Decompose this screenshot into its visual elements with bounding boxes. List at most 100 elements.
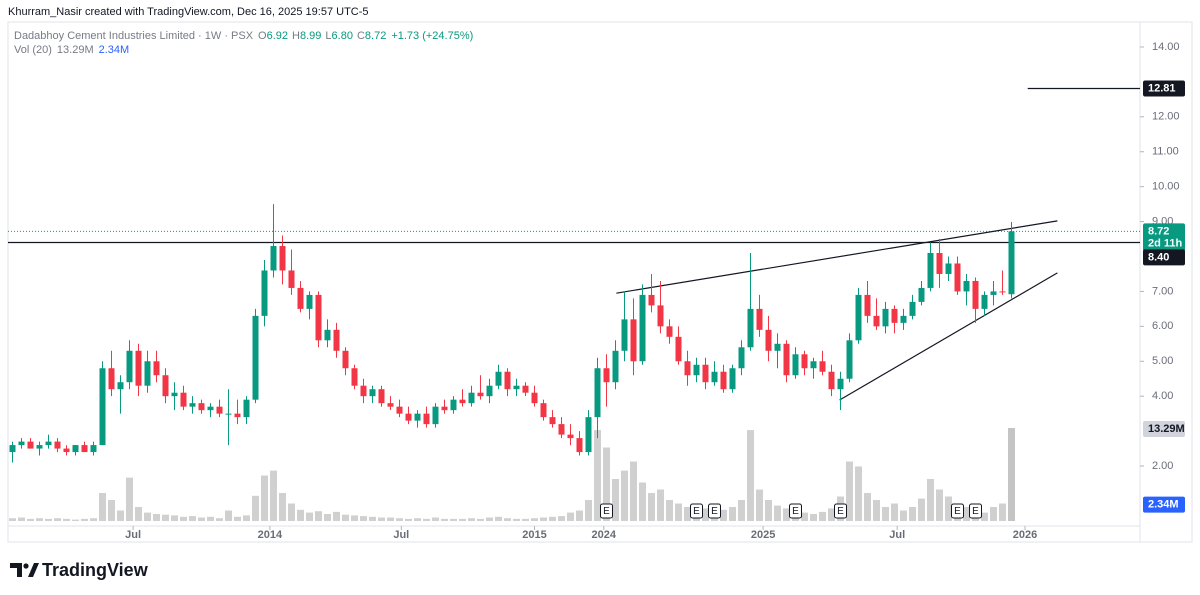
level-tag-label: 12.81 [1148, 82, 1176, 94]
volume-tag [1143, 421, 1185, 437]
volume-bar [558, 516, 565, 521]
volume-bar [279, 493, 286, 521]
volume-bar [747, 430, 754, 521]
volume-bar [171, 515, 178, 521]
logo-icon [10, 563, 22, 577]
earnings-marker [690, 503, 703, 519]
y-tick-label: 2.00 [1152, 460, 1173, 472]
candle-body [981, 294, 988, 309]
candle-body [612, 350, 619, 383]
volume-bar [405, 518, 412, 521]
volume-bar [963, 507, 970, 521]
volume-bar [63, 518, 70, 521]
x-tick-label: Jul [125, 529, 141, 541]
candle-body [198, 403, 205, 411]
candle-body [306, 294, 313, 309]
candle-body [342, 350, 349, 369]
candle-body [171, 392, 178, 397]
candle-body [558, 424, 565, 435]
candle-body [828, 371, 835, 390]
legend-value: 8.72 [365, 30, 386, 42]
volume-bar [225, 510, 232, 521]
y-tick-label: 14.00 [1152, 41, 1180, 53]
candle-body [702, 364, 709, 383]
volume-bar [783, 508, 790, 521]
candle-body [945, 263, 952, 274]
trendline [616, 220, 1058, 294]
x-tick-label: 2026 [1013, 529, 1037, 541]
logo: TradingView [10, 560, 149, 580]
chart-frame [7, 21, 1193, 543]
x-tick-label: Jul [889, 529, 905, 541]
earnings-marker [834, 503, 847, 519]
candle-body [801, 354, 808, 369]
volume-bar [324, 514, 331, 521]
volume-bar [576, 510, 583, 521]
candle-body [153, 361, 160, 376]
candle-body [387, 403, 394, 407]
candle-body [639, 294, 646, 362]
level-tag [1143, 80, 1185, 97]
volume-bar [261, 475, 268, 521]
candle-body [675, 336, 682, 362]
volume-bar [666, 500, 673, 521]
candle-body [495, 371, 502, 386]
volume-bar [1008, 428, 1015, 521]
volume-bar [990, 507, 997, 521]
candle-body [279, 246, 286, 271]
candle-body [648, 294, 655, 306]
candle-body [1008, 231, 1015, 295]
candle-body [72, 445, 79, 453]
candle-body [522, 385, 529, 393]
volume-bar [801, 512, 808, 521]
volume-bar [9, 518, 16, 521]
volume-bar [909, 507, 916, 521]
volume-bar [252, 495, 259, 521]
volume-bar [603, 447, 610, 521]
legend-value: 6.92 [267, 30, 288, 42]
legend-line: Dadabhoy Cement Industries Limited · 1W … [14, 30, 473, 42]
candle-body [81, 445, 88, 453]
volume-bar [144, 512, 151, 521]
candle-body [999, 291, 1006, 293]
volume-bar [774, 505, 781, 521]
volume-bar [657, 489, 664, 521]
volume-bar [846, 461, 853, 521]
earnings-label: E [972, 506, 979, 517]
candle-body [810, 361, 817, 369]
volume-bar [621, 470, 628, 521]
candle-body [900, 315, 907, 323]
level-tag-label: 8.40 [1148, 251, 1169, 263]
earnings-marker [600, 503, 613, 519]
volume-bar [441, 518, 448, 521]
candle-body [135, 350, 142, 386]
volume-bar [153, 514, 160, 521]
volume-bar [459, 518, 466, 521]
volume-bar [468, 518, 475, 521]
candle-body [873, 315, 880, 327]
volume-bar [54, 518, 61, 521]
earnings-label: E [711, 506, 718, 517]
volume-bar [108, 500, 115, 521]
candle-body [225, 413, 232, 415]
volume-bar [297, 509, 304, 521]
volume-bar [189, 516, 196, 521]
candle-body [972, 280, 979, 309]
legend-key: O [258, 30, 267, 42]
volume-bar [918, 498, 925, 521]
candle-body [711, 371, 718, 383]
symbol-title: Dadabhoy Cement Industries Limited · 1W … [14, 30, 254, 42]
candle-body [45, 441, 52, 446]
candle-body [657, 305, 664, 327]
volume-ma-tag [1143, 496, 1185, 513]
volume-bar [216, 518, 223, 521]
earnings-marker [789, 503, 802, 519]
candle-body [252, 315, 259, 400]
candle-body [963, 280, 970, 292]
candle-body [594, 368, 601, 418]
volume-bar [342, 514, 349, 521]
volume-bar [675, 503, 682, 521]
volume-bar [585, 500, 592, 521]
volume-bar [27, 518, 34, 521]
